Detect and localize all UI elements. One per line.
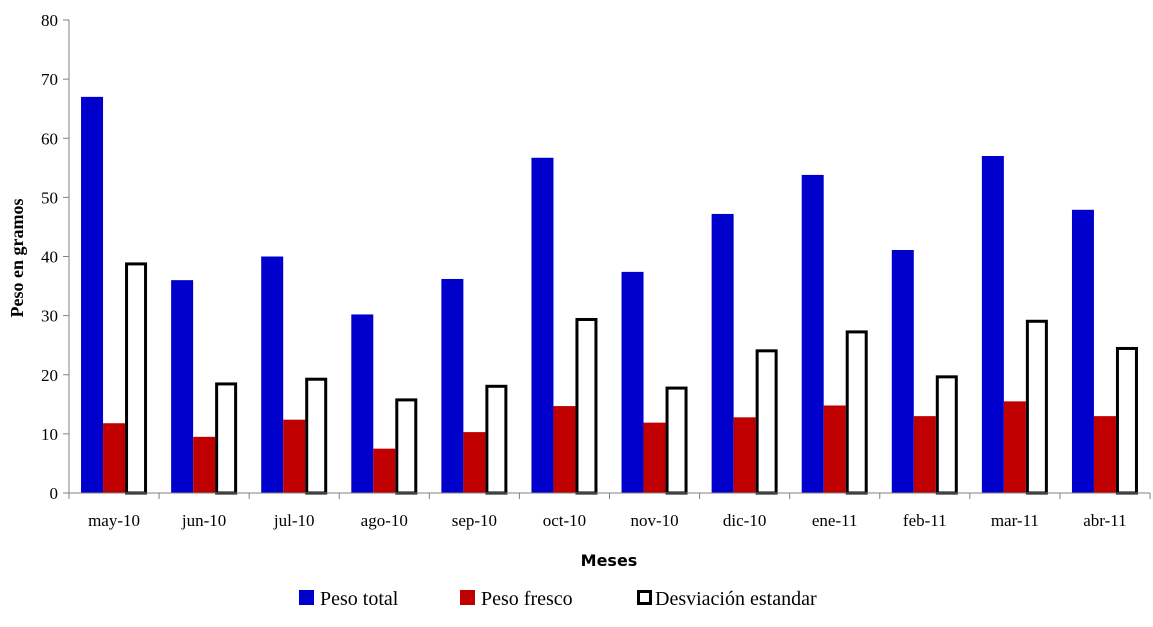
y-tick-label: 50 — [41, 188, 58, 207]
plot-area — [81, 96, 1138, 495]
bar-desviacion-estandar — [395, 398, 418, 495]
bar-desviacion-estandar — [485, 384, 508, 495]
bar-peso-total — [261, 256, 284, 493]
y-tick-label: 80 — [41, 11, 58, 30]
legend-swatch — [299, 590, 314, 605]
bar-desviacion-estandar — [1025, 319, 1048, 495]
x-tick-label: nov-10 — [630, 511, 678, 530]
x-tick-label: ago-10 — [361, 511, 408, 530]
x-tick-label: mar-11 — [991, 511, 1039, 530]
bar-peso-fresco — [913, 416, 936, 493]
y-axis: 0 10 20 30 40 50 60 70 80 — [41, 11, 70, 503]
bar-desviacion-estandar — [125, 262, 148, 495]
y-tick-label: 20 — [41, 366, 58, 385]
x-tick-label: abr-11 — [1083, 511, 1126, 530]
x-tick-label: ene-11 — [812, 511, 858, 530]
bar-desviacion-estandar — [845, 330, 868, 495]
bar-peso-fresco — [283, 419, 306, 493]
x-tick-label: feb-11 — [903, 511, 947, 530]
y-tick-label: 60 — [41, 129, 58, 148]
bar-desviacion-estandar — [1115, 346, 1138, 495]
legend-swatch — [637, 590, 652, 605]
x-tick-label: oct-10 — [543, 511, 586, 530]
bar-peso-total — [1071, 209, 1094, 493]
bar-peso-fresco — [373, 448, 396, 493]
bar-desviacion-estandar — [215, 382, 238, 495]
bar-peso-fresco — [1003, 401, 1026, 493]
legend-label: Desviación estandar — [655, 588, 817, 610]
bar-peso-total — [711, 213, 734, 493]
bar-peso-fresco — [643, 422, 666, 493]
legend: Peso total Peso fresco Desviación estandar — [299, 588, 817, 610]
x-axis: may-10 jun-10 jul-10 ago-10 sep-10 oct-10 nov-… — [68, 492, 1151, 530]
x-tick-label: jul-10 — [273, 511, 315, 530]
y-tick-label: 10 — [41, 425, 58, 444]
bar-peso-total — [981, 155, 1004, 494]
bar-peso-fresco — [103, 423, 126, 493]
bar-desviacion-estandar — [755, 349, 778, 495]
bar-peso-fresco — [733, 417, 756, 493]
bar-peso-total — [81, 96, 104, 494]
legend-label: Peso fresco — [481, 588, 573, 610]
bar-peso-total — [531, 157, 554, 494]
y-tick-label: 0 — [50, 484, 59, 503]
bar-desviacion-estandar — [305, 377, 328, 495]
bar-desviacion-estandar — [575, 317, 598, 495]
bar-peso-fresco — [1093, 416, 1116, 493]
x-tick-label: dic-10 — [723, 511, 766, 530]
x-axis-title: Meses — [581, 551, 638, 570]
bar-desviacion-estandar — [935, 375, 958, 495]
legend-swatch — [460, 590, 475, 605]
bar-peso-total — [891, 249, 914, 493]
bar-peso-fresco — [193, 436, 216, 493]
bar-peso-fresco — [463, 432, 486, 493]
bar-desviacion-estandar — [665, 386, 688, 495]
bar-peso-total — [351, 314, 374, 493]
bar-peso-total — [441, 278, 464, 493]
bar-peso-total — [171, 280, 194, 493]
bar-peso-total — [801, 174, 824, 493]
x-tick-label: may-10 — [88, 511, 140, 530]
bar-peso-fresco — [823, 405, 846, 493]
bar-peso-total — [621, 271, 644, 493]
y-tick-label: 70 — [41, 70, 58, 89]
y-tick-label: 30 — [41, 307, 58, 326]
x-tick-label: sep-10 — [452, 511, 497, 530]
y-tick-label: 40 — [41, 248, 58, 267]
legend-label: Peso total — [320, 588, 399, 610]
x-tick-label: jun-10 — [181, 511, 226, 530]
bar-peso-fresco — [553, 406, 576, 493]
y-axis-title: Peso en gramos — [7, 199, 27, 318]
